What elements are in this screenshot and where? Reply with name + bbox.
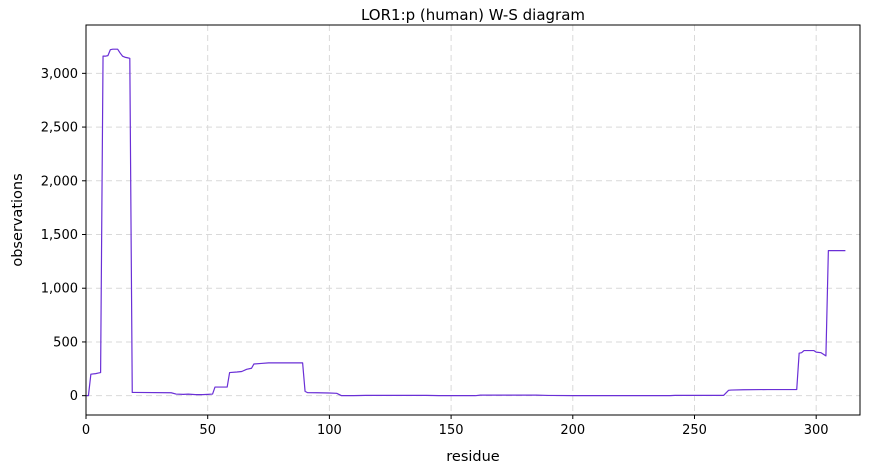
- series-line: [86, 48, 846, 397]
- y-tick-label: 1,000: [41, 282, 78, 297]
- y-axis-label: observations: [10, 173, 26, 266]
- y-tick-label: 1,500: [41, 228, 78, 243]
- x-axis-label: residue: [446, 449, 500, 465]
- plot-background: [86, 25, 860, 415]
- chart-title: LOR1:p (human) W-S diagram: [361, 6, 585, 24]
- series-layer: [86, 48, 846, 397]
- x-tick-label: 200: [560, 423, 585, 438]
- x-tick-label: 0: [82, 423, 90, 438]
- x-tick-label: 50: [199, 423, 216, 438]
- x-tick-label: 150: [439, 423, 464, 438]
- x-tick-label: 300: [804, 423, 829, 438]
- y-tick-label: 2,500: [41, 121, 78, 136]
- grid-lines: [85, 25, 860, 415]
- y-tick-label: 3,000: [41, 67, 78, 82]
- x-axis: 0 50 100 150 200 250 300: [82, 415, 829, 438]
- y-tick-label: 0: [70, 389, 78, 404]
- y-tick-label: 500: [53, 335, 78, 350]
- y-axis: 0 500 1,000 1,500 2,000 2,500 3,000: [41, 67, 86, 404]
- x-tick-label: 250: [682, 423, 707, 438]
- y-tick-label: 2,000: [41, 174, 78, 189]
- x-tick-label: 100: [317, 423, 342, 438]
- plot-frame: [85, 24, 861, 416]
